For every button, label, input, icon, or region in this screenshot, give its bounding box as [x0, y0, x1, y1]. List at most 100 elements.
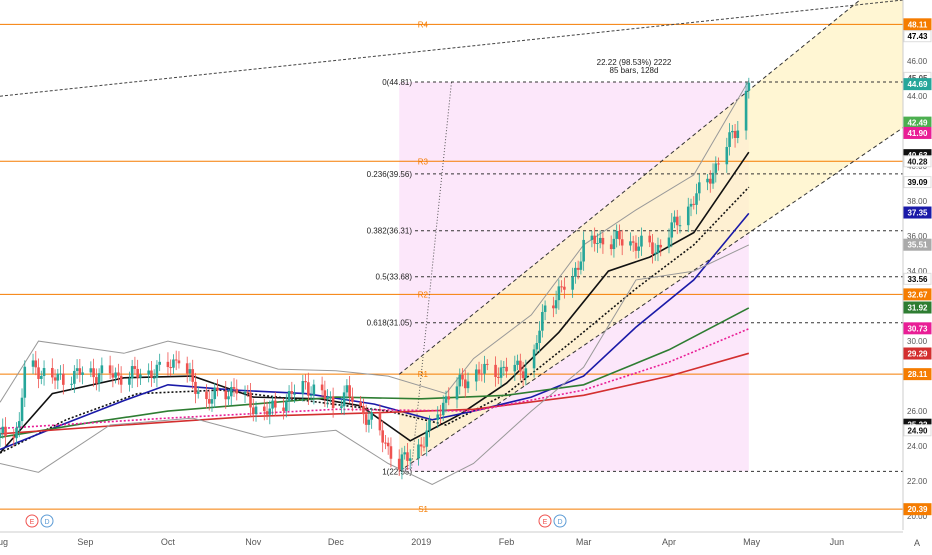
candle-body — [320, 384, 324, 391]
candle-body — [485, 363, 489, 365]
price-label: 48.11 — [908, 20, 928, 29]
pivot-label: R4 — [418, 20, 429, 29]
candle-body — [612, 238, 616, 250]
event-badge — [40, 514, 54, 528]
candle-body — [81, 372, 84, 375]
candle-body — [480, 373, 484, 375]
series-line-sma-fast — [0, 151, 750, 454]
candle-body — [439, 414, 442, 416]
time-tick-label: Apr — [662, 537, 676, 547]
candle-body — [458, 374, 462, 387]
candle-body — [232, 387, 236, 389]
candle-body — [342, 392, 346, 407]
candle-body — [747, 82, 751, 91]
candle-body — [4, 426, 7, 437]
candle-body — [282, 407, 285, 412]
pivot-label: R2 — [418, 290, 429, 299]
candle-body — [89, 368, 93, 373]
price-label: 32.67 — [907, 290, 928, 299]
candle-body — [147, 370, 150, 375]
candle-body — [637, 246, 641, 251]
candle-body — [136, 368, 139, 378]
candle-body — [524, 368, 528, 379]
price-label: 42.49 — [907, 119, 928, 128]
candle-body — [447, 396, 451, 400]
candle-body — [686, 206, 690, 226]
price-label-box — [903, 238, 932, 251]
candle-body — [130, 366, 134, 379]
candle-body — [466, 381, 470, 389]
candle-body — [254, 406, 258, 414]
candle-body — [593, 235, 596, 244]
candle-body — [731, 130, 734, 133]
candle-body — [541, 311, 544, 331]
price-label-box — [903, 503, 932, 516]
candle-body — [12, 436, 16, 439]
price-tick-label: 20.00 — [907, 512, 928, 521]
candle-body — [70, 383, 73, 385]
candle-body — [362, 405, 365, 415]
candle-body — [56, 373, 60, 381]
price-label-box — [903, 322, 932, 335]
candle-body — [117, 372, 120, 376]
candle-body — [158, 361, 161, 365]
candle-body — [596, 243, 599, 245]
candle-body — [576, 267, 580, 270]
candle-body — [659, 244, 663, 248]
candle-body — [133, 366, 137, 369]
time-tick-label: Nov — [245, 537, 262, 547]
candle-body — [744, 90, 748, 131]
pivot-label: R1 — [418, 370, 429, 379]
candle-body — [648, 235, 652, 243]
measure-diagonal — [410, 81, 452, 472]
event-badge — [25, 514, 39, 528]
candle-body — [274, 400, 277, 408]
candle-body — [519, 360, 522, 372]
candle-body — [73, 370, 76, 384]
candle-body — [497, 376, 500, 378]
event-badge-label: D — [44, 519, 49, 526]
candle-body — [207, 399, 211, 404]
candle-body — [631, 241, 635, 243]
candle-body — [673, 216, 676, 223]
candle-body — [521, 371, 525, 379]
candle-body — [17, 421, 21, 428]
price-label: 35.51 — [907, 241, 928, 250]
candle-body — [381, 430, 384, 443]
candle-body — [62, 373, 65, 385]
candle-body — [378, 412, 382, 431]
candle-body — [139, 374, 142, 378]
fib-label: 0.618(31.05) — [367, 319, 413, 328]
measure-label-1: 22.22 (98.53%) 2222 — [597, 58, 672, 67]
candle-body — [582, 239, 585, 262]
candle-body — [345, 385, 349, 393]
candle-body — [692, 203, 696, 205]
candle-body — [42, 368, 46, 376]
fib-label: 0.382(36.31) — [367, 227, 413, 236]
candle-body — [114, 372, 117, 378]
candle-body — [290, 390, 294, 394]
candle-body — [406, 452, 409, 461]
candle-body — [601, 237, 605, 245]
candle-body — [329, 396, 332, 398]
price-label-box — [903, 347, 932, 360]
time-tick-label: 2019 — [411, 537, 431, 547]
price-label: 30.73 — [907, 324, 928, 333]
fib-label: 0.236(39.56) — [367, 170, 413, 179]
price-label: 20.39 — [907, 505, 928, 514]
time-tick-label: Jun — [830, 537, 845, 547]
candle-body — [634, 242, 638, 251]
candle-body — [397, 458, 401, 470]
candle-body — [213, 387, 217, 400]
candle-body — [728, 132, 731, 147]
candle-body — [111, 373, 115, 378]
candle-body — [351, 396, 354, 402]
candle-body — [367, 419, 371, 425]
price-label: 47.43 — [907, 32, 928, 41]
price-label-box — [903, 18, 932, 31]
candle-body — [422, 446, 426, 448]
candle-body — [92, 368, 95, 378]
price-label: 44.69 — [907, 80, 928, 89]
